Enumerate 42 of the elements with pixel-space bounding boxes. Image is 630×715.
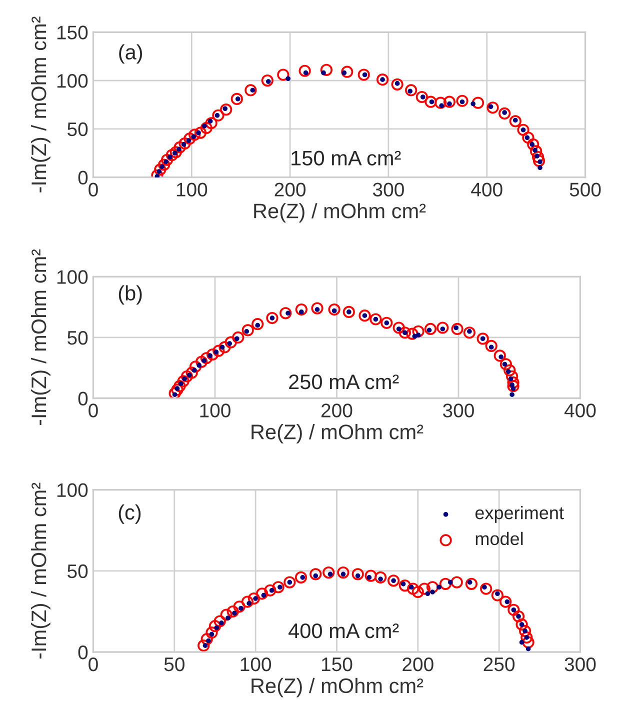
x-tick-label: 100 <box>200 404 230 418</box>
annotation: (b) <box>118 285 142 305</box>
legend-label: experiment <box>475 506 564 523</box>
y-tick-label: 100 <box>57 74 88 88</box>
x-tick-label: 0 <box>88 182 98 196</box>
x-axis-title: Re(Z) / mOhm cm² <box>252 678 424 698</box>
x-tick-label: 0 <box>88 657 98 672</box>
x-tick-label: 200 <box>274 182 306 196</box>
y-tick-label: 150 <box>57 26 88 40</box>
y-axis-title: -Im(Z) / mOhm cm² <box>30 482 50 659</box>
x-tick-label: 400 <box>564 404 596 418</box>
annotation: (c) <box>118 504 141 524</box>
x-tick-label: 500 <box>570 182 601 196</box>
y-tick-label: 0 <box>78 646 88 660</box>
legend-label: model <box>476 532 523 546</box>
y-tick-label: 50 <box>68 122 88 136</box>
annotation: 250 mA cm² <box>289 374 399 390</box>
x-tick-label: 50 <box>164 657 184 672</box>
annotation: (a) <box>119 44 142 64</box>
y-tick-label: 0 <box>78 392 88 406</box>
x-tick-label: 200 <box>402 657 434 672</box>
x-tick-label: 100 <box>176 182 208 196</box>
y-axis-title: -Im(Z) / mOhm cm² <box>30 249 50 426</box>
annotation: 400 mA cm² <box>288 623 399 638</box>
x-tick-label: 250 <box>484 657 515 672</box>
x-tick-label: 0 <box>88 404 98 418</box>
x-tick-label: 150 <box>322 657 352 672</box>
x-tick-label: 300 <box>372 182 404 196</box>
annotation: 150 mA cm² <box>292 150 401 166</box>
y-tick-label: 50 <box>68 564 88 578</box>
x-tick-label: 300 <box>564 657 596 672</box>
y-tick-label: 100 <box>57 270 88 284</box>
y-tick-label: 50 <box>68 330 88 345</box>
x-tick-label: 100 <box>240 657 272 672</box>
x-tick-label: 400 <box>471 182 502 196</box>
x-axis-title: Re(Z) / mOhm cm² <box>254 203 426 222</box>
y-axis-title: -Im(Z) / mOhm cm² <box>30 16 50 192</box>
y-tick-label: 100 <box>57 483 88 498</box>
x-tick-label: 200 <box>321 404 352 418</box>
x-tick-label: 300 <box>443 404 474 418</box>
x-axis-title: Re(Z) / mOhm cm² <box>252 424 424 444</box>
y-tick-label: 0 <box>78 170 88 185</box>
